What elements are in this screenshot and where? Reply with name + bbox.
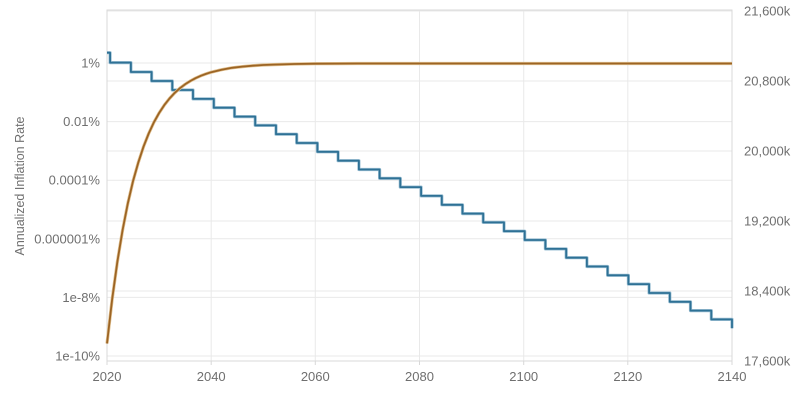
plot-area[interactable]: [106, 9, 733, 362]
total-supply-line: [106, 62, 732, 344]
total-supply-series: [105, 61, 732, 344]
y-right-tick-label: 20,800k: [744, 74, 791, 89]
x-tick-label: 2020: [93, 369, 122, 384]
annualized-inflation-rate-line: [107, 51, 733, 329]
y-axis-title: Annualized Inflation Rate: [13, 116, 27, 255]
x-tick-label: 2140: [718, 369, 747, 384]
y-right-tick-label: 18,400k: [744, 284, 791, 299]
y-right-tick-label: 21,600k: [744, 4, 791, 19]
axis-tick-labels: 2020 2040 2060 2080 2100 2120 2140 1% 0.01% 0.000…: [34, 4, 791, 385]
y-left-tick-label: 1e-8%: [62, 290, 100, 305]
x-tick-label: 2040: [197, 369, 226, 384]
y-right-tick-label: 17,600k: [744, 354, 791, 369]
y-left-tick-label: 1%: [81, 56, 100, 71]
y-left-tick-label: 0.01%: [63, 114, 100, 129]
y-left-tick-label: 1e-10%: [55, 349, 100, 364]
y-right-tick-label: 20,000k: [744, 144, 791, 159]
x-tick-label: 2080: [405, 369, 434, 384]
annualized-inflation-rate-series: [107, 51, 734, 329]
y-left-tick-label: 0.000001%: [34, 231, 100, 246]
x-tick-label: 2100: [509, 369, 538, 384]
x-tick-label: 2060: [301, 369, 330, 384]
y-right-tick-label: 19,200k: [744, 214, 791, 229]
x-tick-label: 2120: [613, 369, 642, 384]
y-left-tick-label: 0.0001%: [49, 173, 101, 188]
